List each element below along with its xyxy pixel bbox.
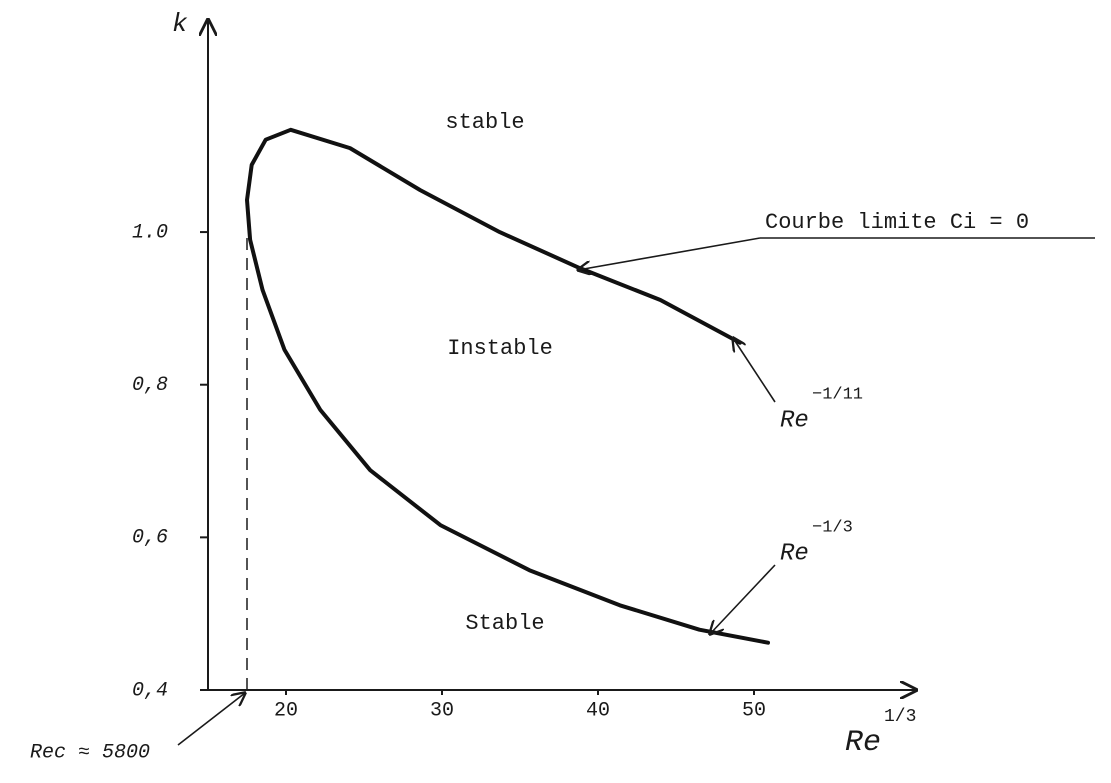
x-tick-label: 50 (742, 699, 766, 722)
branch-arrow (733, 338, 776, 403)
y-tick-label: 1.0 (132, 221, 168, 244)
curve-label: Courbe limite Ci = 0 (765, 210, 1029, 235)
x-tick-label: 30 (430, 699, 454, 722)
y-tick-label: 0,8 (132, 374, 168, 397)
x-tick-label: 40 (586, 699, 610, 722)
y-tick-label: 0,4 (132, 679, 168, 702)
critical-label: Rec ≈ 5800 (30, 741, 150, 764)
curve-label-arrow (578, 237, 761, 270)
region-label: stable (445, 110, 524, 135)
region-label: Stable (465, 611, 544, 636)
region-label: Instable (447, 336, 553, 361)
critical-arrow (177, 693, 245, 746)
branch-label-sup: −1/3 (812, 518, 853, 537)
branch-label: Re (780, 540, 809, 567)
y-tick-label: 0,6 (132, 527, 168, 550)
branch-label-sup: −1/11 (812, 385, 863, 404)
y-axis-label: k (172, 9, 188, 39)
x-axis-label: Re (845, 726, 881, 760)
branch-label: Re (780, 407, 809, 434)
curve (245, 127, 770, 645)
branch-arrow (710, 564, 776, 634)
x-tick-label: 20 (274, 699, 298, 722)
x-axis-label-sup: 1/3 (884, 707, 916, 727)
